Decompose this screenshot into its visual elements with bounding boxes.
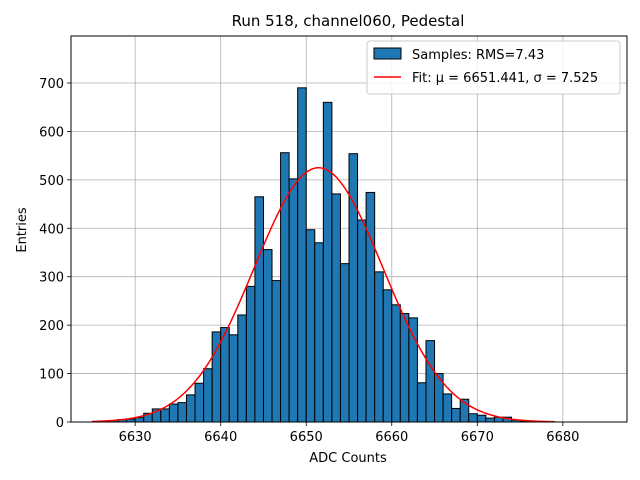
x-axis-label: ADC Counts [309,451,387,466]
chart-title: Run 518, channel060, Pedestal [232,12,465,30]
y-tick-label: 200 [39,319,64,334]
plot-frame [70,35,628,423]
histogram-bar [228,334,239,423]
histogram-bars [91,87,555,423]
histogram-bar [322,101,333,423]
y-axis-ticks: 0 100 200 300 400 500 600 700 [39,77,71,431]
histogram-bar [185,394,196,423]
histogram-bar [468,413,478,423]
histogram-bar [391,304,401,423]
histogram-bar [425,340,436,423]
legend-fit-label: Fit: μ = 6651.441, σ = 7.525 [412,71,598,86]
histogram-bar [374,271,384,423]
legend-box [366,40,621,95]
histogram-bar [160,408,170,423]
x-tick-label: 6680 [546,430,579,445]
y-tick-label: 600 [39,125,64,140]
y-tick-label: 100 [39,368,64,383]
y-tick-label: 300 [39,271,64,286]
histogram-bar [365,191,376,423]
histogram-bar [288,178,299,423]
histogram-bar [194,382,205,423]
histogram-bar [382,289,393,423]
histogram-bar [408,317,418,423]
legend-histogram-label: Samples: RMS=7.43 [412,48,544,63]
histogram-bar [442,393,453,423]
x-tick-label: 6650 [290,430,323,445]
y-axis-label: Entries [15,207,30,253]
histogram-bar [297,87,307,423]
histogram-bar [451,407,461,423]
histogram-bar [254,196,264,423]
histogram-bar [220,327,230,423]
y-tick-label: 700 [39,77,64,92]
x-tick-label: 6660 [375,430,408,445]
histogram-bar [271,280,282,423]
legend: Samples: RMS=7.43 Fit: μ = 6651.441, σ =… [366,40,621,95]
histogram-bar [399,313,410,423]
histogram-bar [348,153,359,423]
histogram-bar [203,368,213,423]
fit-curve [92,166,555,423]
histogram-bar [134,417,145,423]
histogram-bar [485,417,495,423]
x-tick-label: 6670 [461,430,494,445]
histogram-bar [245,285,256,423]
x-axis-ticks: 6630 6640 6650 6660 6670 6680 [119,422,579,445]
histogram-bar [416,382,427,423]
x-tick-label: 6640 [204,430,237,445]
y-tick-label: 0 [56,416,64,431]
histogram-bar [357,219,367,423]
histogram-bar [262,249,273,423]
histogram-bar [476,414,487,423]
histogram-bar [314,242,324,423]
x-tick-label: 6630 [119,430,152,445]
histogram-bar [331,193,341,423]
histogram-bar [280,152,290,423]
y-tick-label: 400 [39,222,64,237]
y-tick-label: 500 [39,174,64,189]
histogram-bar [339,263,350,423]
histogram-bar [305,229,316,423]
histogram-bar [177,402,187,423]
histogram-bar [237,314,247,423]
legend-histogram-swatch [373,47,402,60]
histogram-bar [168,403,179,423]
